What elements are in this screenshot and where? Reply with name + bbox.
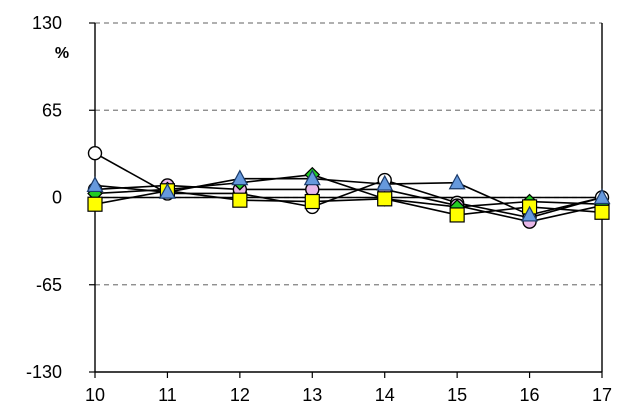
- series-5-point: [231, 169, 249, 186]
- series-4-point: [377, 191, 393, 207]
- series-5-point: [86, 176, 104, 193]
- y-tick-label: 130: [32, 13, 62, 33]
- series-lines: [94, 152, 603, 223]
- x-tick-label: 12: [230, 385, 250, 405]
- grid-lines: [95, 22, 602, 286]
- series-5-point: [376, 174, 394, 191]
- series-5-line: [94, 177, 603, 216]
- series-4-point: [304, 193, 320, 210]
- series-4-point: [594, 204, 610, 220]
- series-5-point: [158, 182, 176, 199]
- series-5-point: [303, 169, 321, 186]
- series-4-point: [232, 192, 248, 208]
- series-5-point: [448, 173, 466, 190]
- series-4-line: [94, 189, 603, 216]
- y-tick-label: -130: [26, 362, 62, 382]
- series-5-point: [593, 188, 611, 205]
- series-1-line: [94, 152, 603, 219]
- y-tick-label: 0: [52, 188, 62, 208]
- series-2-line: [94, 184, 603, 223]
- y-tick-label: 65: [42, 100, 62, 120]
- series-5-point: [521, 205, 539, 222]
- series-1-point: [87, 146, 103, 161]
- y-tick-label: -65: [36, 275, 62, 295]
- series-4-point: [449, 207, 465, 223]
- tick-labels: 130 65 0 -65 -130 10 11 12 13 14 15 16 17: [26, 13, 612, 405]
- x-tick-label: 13: [302, 385, 322, 405]
- series-markers: [86, 146, 611, 229]
- y-unit-label: %: [55, 45, 69, 62]
- x-tick-label: 14: [375, 385, 395, 405]
- x-tick-label: 17: [592, 385, 612, 405]
- x-tick-label: 16: [520, 385, 540, 405]
- series-4-point: [87, 196, 103, 212]
- x-tick-label: 15: [447, 385, 467, 405]
- x-tick-label: 11: [158, 385, 177, 405]
- x-tick-label: 10: [85, 385, 105, 405]
- series-3-line: [94, 173, 603, 208]
